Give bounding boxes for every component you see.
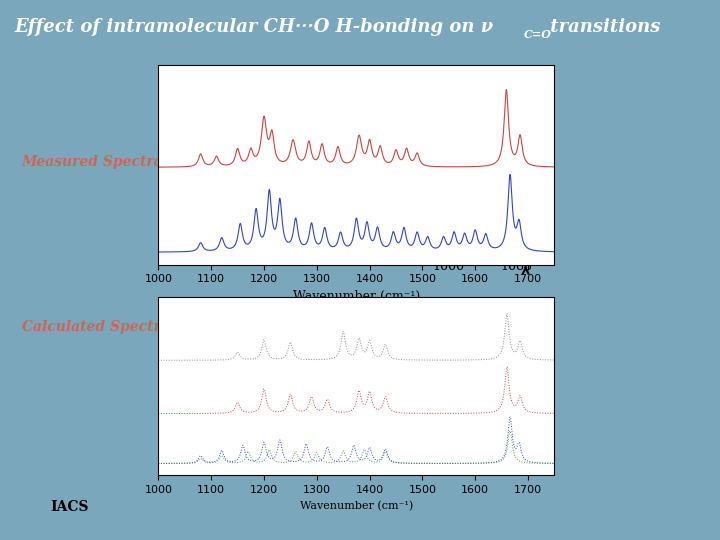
Text: 1683: 1683 <box>500 260 532 273</box>
Text: 1666: 1666 <box>432 260 464 273</box>
Text: transitions: transitions <box>544 18 660 36</box>
Text: Measured Spectra: Measured Spectra <box>22 155 163 169</box>
Text: 1659, 1685: 1659, 1685 <box>446 107 518 120</box>
Text: C=O: C=O <box>524 29 552 40</box>
Text: Calculated Spectra: Calculated Spectra <box>22 320 169 334</box>
X-axis label: Wavenumber (cm⁻¹): Wavenumber (cm⁻¹) <box>300 501 413 511</box>
Text: IACS: IACS <box>50 500 89 514</box>
X-axis label: Wavenumber (cm⁻¹): Wavenumber (cm⁻¹) <box>293 290 420 303</box>
Text: Effect of intramolecular CH···O H-bonding on ν: Effect of intramolecular CH···O H-bondin… <box>14 18 494 36</box>
